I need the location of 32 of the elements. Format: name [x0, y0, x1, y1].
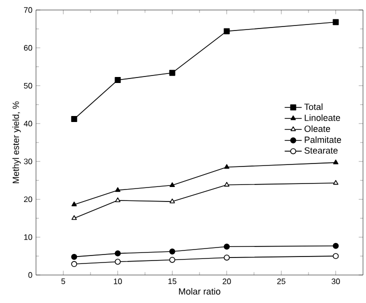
point	[332, 19, 339, 26]
legend-label: Stearate	[304, 147, 338, 154]
point	[169, 248, 176, 255]
point	[224, 254, 230, 261]
point	[169, 70, 176, 76]
point	[333, 180, 338, 185]
point	[224, 244, 230, 250]
point	[224, 182, 230, 187]
legend-label: Palmitate	[304, 136, 342, 143]
point	[170, 182, 175, 187]
x-axis-title: Molar ratio	[179, 288, 220, 295]
point	[114, 250, 121, 256]
point	[332, 253, 339, 260]
point	[71, 261, 78, 268]
point	[114, 77, 121, 84]
point	[333, 160, 338, 164]
point	[115, 187, 120, 192]
legend-label: Linoleate	[304, 114, 340, 121]
point	[170, 198, 175, 204]
point	[71, 116, 78, 122]
point	[72, 215, 77, 220]
point	[224, 164, 230, 169]
legend-label: Total	[304, 103, 322, 110]
point	[224, 28, 230, 34]
point	[115, 197, 120, 202]
point	[71, 254, 78, 260]
point	[169, 256, 176, 263]
y-axis-title: Methyl ester yield, %	[12, 101, 21, 184]
point	[72, 202, 77, 206]
point	[114, 258, 121, 265]
point	[332, 242, 339, 249]
legend-label: Oleate	[304, 125, 330, 132]
